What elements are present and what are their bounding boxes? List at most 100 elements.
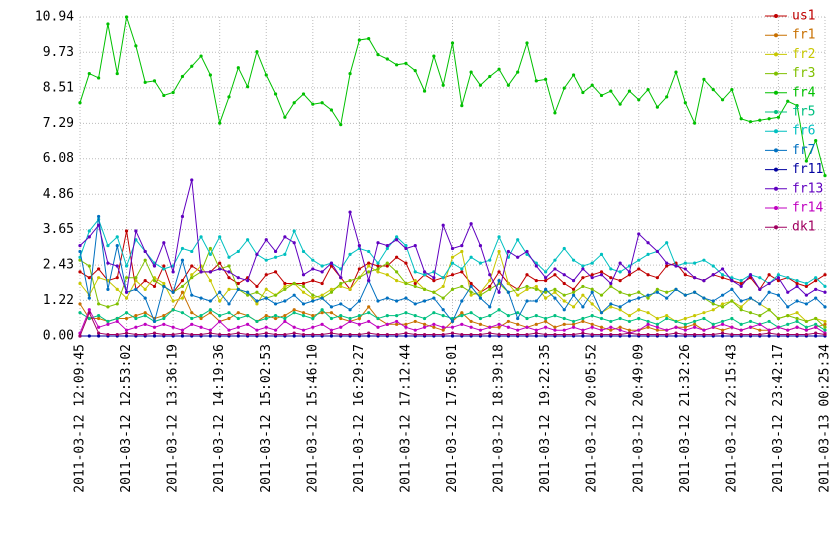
point <box>786 276 790 280</box>
x-tick-label: 2011-03-12 16:29:27 <box>352 344 367 493</box>
point <box>544 319 548 324</box>
point <box>143 322 147 326</box>
legend-label: us1 <box>792 9 815 24</box>
legend-marker <box>774 71 778 76</box>
point <box>357 322 361 326</box>
point <box>124 331 129 335</box>
point <box>292 281 296 286</box>
point <box>124 334 129 338</box>
point <box>562 293 566 297</box>
point <box>395 238 399 242</box>
point <box>478 296 483 300</box>
point <box>497 278 501 283</box>
point <box>571 322 576 326</box>
point <box>618 328 622 332</box>
point <box>115 235 119 239</box>
point <box>395 63 399 67</box>
point <box>246 293 250 297</box>
point <box>292 241 296 245</box>
point <box>739 117 743 121</box>
point <box>720 319 725 324</box>
x-tick-label: 2011-03-12 13:36:19 <box>166 344 181 493</box>
point <box>683 328 687 332</box>
point <box>590 290 594 294</box>
point <box>283 284 287 289</box>
point <box>190 264 194 268</box>
point <box>553 258 557 262</box>
point <box>152 264 157 268</box>
point <box>264 325 268 329</box>
point <box>404 334 408 338</box>
point <box>590 332 594 337</box>
point <box>292 293 296 297</box>
point <box>534 328 538 332</box>
point <box>748 296 753 300</box>
point <box>609 281 613 286</box>
point <box>786 313 790 318</box>
point <box>385 313 389 318</box>
point <box>786 332 790 337</box>
point <box>218 290 222 294</box>
point <box>786 99 790 103</box>
point <box>609 325 613 329</box>
y-tick-label: 10.94 <box>35 10 74 25</box>
point <box>646 332 650 337</box>
point <box>525 287 529 291</box>
point <box>199 325 203 329</box>
point <box>581 293 585 297</box>
x-tick-label: 2011-03-12 18:39:18 <box>492 344 507 493</box>
point <box>814 276 818 280</box>
point <box>814 331 818 335</box>
point <box>236 316 240 321</box>
point <box>637 296 641 300</box>
point <box>441 332 445 337</box>
x-tick-label: 2011-03-12 17:56:01 <box>445 344 460 493</box>
point <box>730 276 734 280</box>
point <box>376 264 380 268</box>
point <box>711 322 715 326</box>
point <box>534 299 538 303</box>
point <box>506 83 510 87</box>
point <box>506 249 510 254</box>
point <box>776 316 781 321</box>
point <box>581 90 585 95</box>
point <box>311 325 315 329</box>
point <box>609 276 613 280</box>
point <box>283 252 287 256</box>
point <box>367 270 371 274</box>
point <box>441 308 445 312</box>
point <box>395 299 399 303</box>
point <box>320 270 324 274</box>
point <box>655 105 659 109</box>
point <box>115 287 119 291</box>
point <box>320 296 324 300</box>
y-tick-label: 7.29 <box>43 116 74 131</box>
point <box>739 328 743 332</box>
point <box>460 299 464 303</box>
point <box>627 334 632 338</box>
point <box>739 332 743 337</box>
legend-label: fr14 <box>792 201 823 216</box>
point <box>488 258 492 262</box>
point <box>106 287 110 291</box>
point <box>748 120 753 124</box>
point <box>432 276 436 280</box>
point <box>795 332 799 337</box>
point <box>227 95 231 99</box>
point <box>674 331 678 335</box>
point <box>255 50 259 54</box>
point <box>599 252 604 256</box>
point <box>739 278 743 283</box>
point <box>367 264 371 268</box>
point <box>516 316 520 321</box>
point <box>581 267 585 271</box>
point <box>432 54 436 58</box>
point <box>693 325 697 329</box>
point <box>534 284 538 289</box>
point <box>339 284 343 289</box>
point <box>469 281 473 286</box>
point <box>208 73 212 77</box>
point <box>180 246 185 251</box>
point <box>180 296 185 300</box>
point <box>525 316 529 321</box>
